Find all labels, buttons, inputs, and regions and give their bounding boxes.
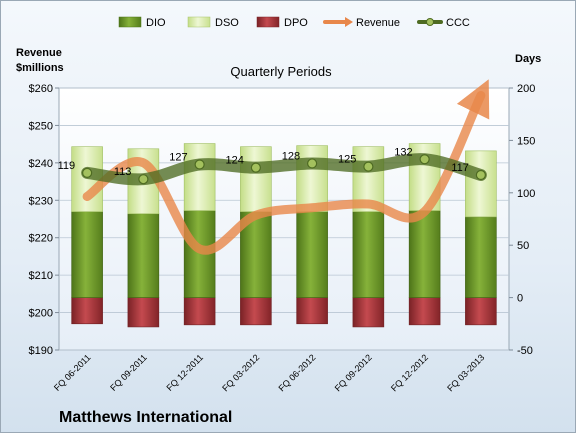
category-label: FQ 03-2012 bbox=[220, 352, 261, 393]
bar-dso bbox=[296, 145, 328, 212]
left-tick-label: $240 bbox=[29, 158, 53, 170]
bar-dpo bbox=[240, 297, 272, 326]
bar-dpo bbox=[71, 297, 103, 325]
lines-group: 119 113 127 124 128 125 132 117 bbox=[58, 79, 490, 255]
bar-dso bbox=[465, 150, 497, 218]
bar-dpo bbox=[296, 297, 328, 325]
ccc-marker bbox=[419, 154, 430, 165]
left-tick-label: $200 bbox=[29, 308, 53, 320]
left-tick-label: $250 bbox=[29, 120, 53, 132]
category-label: FQ 03-2013 bbox=[445, 352, 486, 393]
ccc-marker bbox=[194, 159, 205, 170]
bar-dio bbox=[352, 211, 385, 298]
legend-label-revenue: Revenue bbox=[356, 17, 400, 29]
ccc-data-label: 113 bbox=[114, 166, 132, 178]
category-label: FQ 09-2011 bbox=[108, 352, 149, 393]
legend-marker-ccc bbox=[426, 18, 434, 26]
ccc-data-label: 124 bbox=[226, 155, 244, 167]
bar-dio bbox=[71, 211, 103, 298]
legend-label-dpo: DPO bbox=[284, 17, 308, 29]
ccc-marker bbox=[250, 162, 261, 173]
ccc-data-label: 117 bbox=[451, 162, 469, 174]
legend-label-ccc: CCC bbox=[446, 17, 470, 29]
left-tick-label: $260 bbox=[29, 83, 53, 95]
chart-title: Quarterly Periods bbox=[230, 64, 332, 79]
ccc-marker bbox=[307, 158, 318, 169]
ccc-data-label: 132 bbox=[394, 146, 412, 158]
ccc-data-label: 119 bbox=[58, 160, 76, 172]
ccc-marker bbox=[82, 167, 93, 178]
legend-label-dio: DIO bbox=[146, 17, 166, 29]
legend-label-dso: DSO bbox=[215, 17, 239, 29]
ccc-marker bbox=[363, 161, 374, 172]
bar-dso bbox=[183, 143, 216, 211]
bar-dpo bbox=[465, 297, 497, 326]
legend-swatch-dio bbox=[118, 16, 142, 28]
left-tick-label: $210 bbox=[29, 270, 53, 282]
category-label: FQ 06-2011 bbox=[52, 352, 93, 393]
legend-swatch-dpo bbox=[256, 16, 280, 28]
category-label: FQ 12-2011 bbox=[164, 352, 205, 393]
left-axis-label-line2: $millions bbox=[16, 62, 64, 74]
right-tick-label: 200 bbox=[517, 83, 535, 95]
left-tick-label: $190 bbox=[29, 345, 53, 357]
company-name: Matthews International bbox=[59, 409, 232, 426]
ccc-data-label: 127 bbox=[169, 152, 187, 164]
category-label: FQ 06-2012 bbox=[277, 352, 318, 393]
ccc-data-label: 125 bbox=[338, 154, 356, 166]
ccc-marker bbox=[138, 174, 149, 185]
bar-dio bbox=[296, 211, 328, 298]
bar-dpo bbox=[352, 297, 385, 328]
left-tick-label: $230 bbox=[29, 195, 53, 207]
legend-swatch-dso bbox=[187, 16, 211, 28]
right-tick-label: 0 bbox=[517, 293, 523, 305]
right-tick-label: 100 bbox=[517, 188, 535, 200]
left-tick-label: $220 bbox=[29, 233, 53, 245]
plot-area bbox=[58, 87, 510, 351]
bar-dio bbox=[465, 216, 497, 298]
bar-dio bbox=[408, 210, 441, 298]
bar-dpo bbox=[408, 297, 441, 326]
bar-dpo bbox=[183, 297, 216, 326]
right-tick-label: 50 bbox=[517, 240, 529, 252]
bar-dso bbox=[240, 146, 272, 212]
right-axis-label: Days bbox=[515, 53, 541, 65]
ccc-marker bbox=[475, 169, 486, 181]
bar-dio bbox=[127, 213, 160, 298]
legend-arrow-revenue-icon bbox=[345, 17, 353, 27]
category-label: FQ 12-2012 bbox=[389, 352, 430, 393]
right-tick-label: 150 bbox=[517, 135, 535, 147]
revenue-line bbox=[82, 79, 490, 255]
bar-dpo bbox=[127, 297, 160, 328]
left-axis-label-line1: Revenue bbox=[16, 47, 62, 59]
legend: DIO DSO DPO Revenue CCC bbox=[118, 16, 470, 29]
right-tick-label: -50 bbox=[517, 345, 533, 357]
ccc-data-label: 128 bbox=[282, 150, 300, 162]
category-label: FQ 09-2012 bbox=[333, 352, 374, 393]
